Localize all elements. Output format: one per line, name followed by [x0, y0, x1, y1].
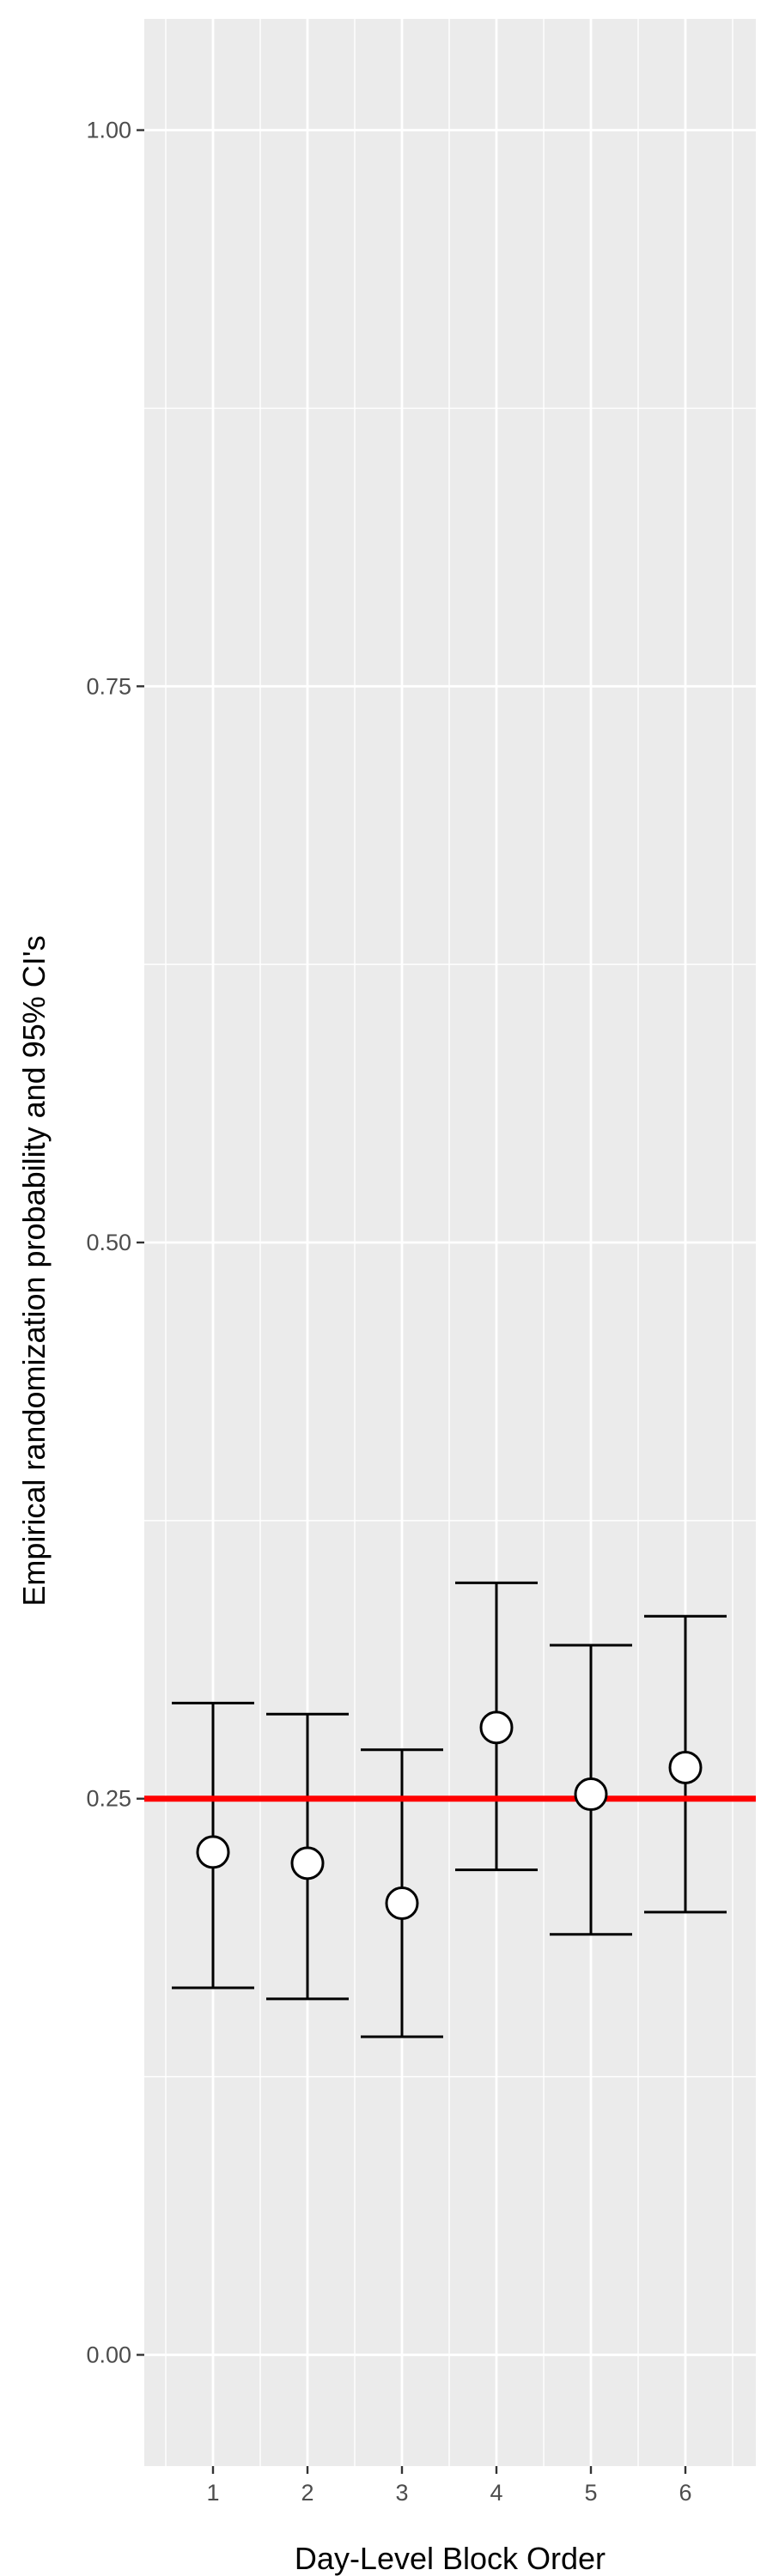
data-point — [479, 1710, 514, 1745]
y-axis-title: Empirical randomization probability and … — [16, 935, 52, 1606]
x-tick-label: 4 — [490, 2480, 502, 2506]
y-tick-label: 1.00 — [86, 118, 131, 143]
x-tick-label: 5 — [584, 2480, 597, 2506]
x-tick-label: 1 — [206, 2480, 219, 2506]
data-point — [290, 1846, 325, 1880]
data-point — [574, 1777, 608, 1812]
y-axis: 0.00 0.25 0.50 0.75 1.00 — [86, 118, 144, 2367]
major-gridlines — [144, 19, 756, 2466]
y-tick-label: 0.25 — [86, 1786, 131, 1812]
y-tick-label: 0.75 — [86, 673, 131, 699]
x-axis: 1 2 3 4 5 6 — [206, 2466, 692, 2506]
data-point — [196, 1835, 230, 1869]
y-tick-label: 0.00 — [86, 2342, 131, 2367]
x-tick-label: 2 — [301, 2480, 313, 2506]
x-tick-label: 3 — [395, 2480, 408, 2506]
y-tick-label: 0.50 — [86, 1230, 131, 1255]
x-tick-label: 6 — [679, 2480, 691, 2506]
data-points — [196, 1710, 703, 1920]
x-axis-title: Day-Level Block Order — [295, 2541, 606, 2576]
data-point — [668, 1750, 703, 1784]
data-point — [385, 1886, 419, 1920]
